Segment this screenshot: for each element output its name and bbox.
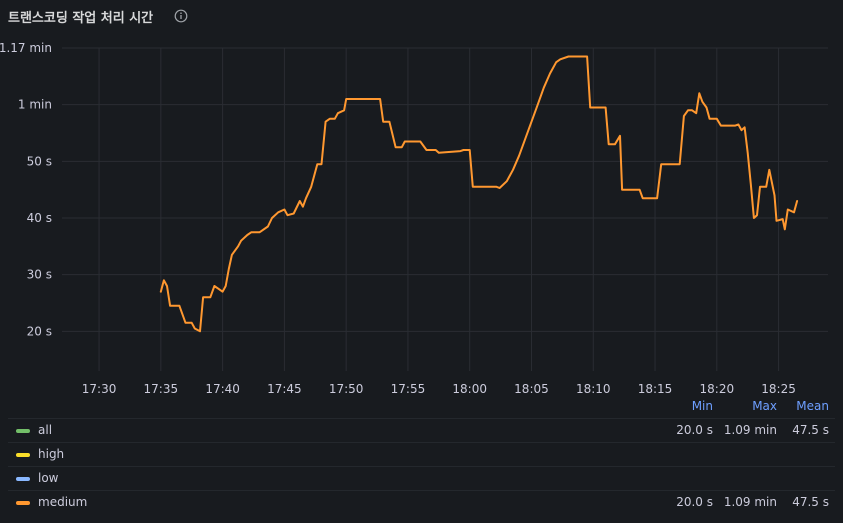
legend-min-medium: 20.0 s [676, 495, 713, 509]
legend-table: Min Max Mean all 20.0 s 1.09 min 47.5 s … [8, 396, 835, 514]
x-tick-label: 17:30 [82, 382, 117, 396]
legend-label-medium[interactable]: medium [38, 495, 88, 509]
info-icon[interactable] [173, 8, 189, 24]
legend-swatch-low [16, 477, 30, 481]
y-tick-label: 50 s [27, 154, 52, 168]
panel-title: 트랜스코딩 작업 처리 시간 [8, 10, 154, 26]
legend-max-medium: 1.09 min [723, 495, 777, 509]
x-tick-label: 17:40 [205, 382, 240, 396]
y-tick-label: 1 min [18, 98, 52, 112]
x-tick-label: 18:20 [700, 382, 735, 396]
legend-swatch-all [16, 429, 30, 433]
x-tick-label: 18:05 [514, 382, 549, 396]
y-tick-label: 30 s [27, 268, 52, 282]
legend-label-high[interactable]: high [38, 447, 65, 461]
legend-header-min[interactable]: Min [691, 399, 713, 413]
x-tick-label: 18:10 [576, 382, 611, 396]
legend-mean-medium: 47.5 s [792, 495, 829, 509]
legend-label-all[interactable]: all [38, 423, 53, 437]
series-line-medium [159, 55, 799, 333]
x-tick-label: 17:55 [391, 382, 426, 396]
legend-mean-all: 47.5 s [792, 423, 829, 437]
y-tick-label: 20 s [27, 324, 52, 338]
legend-label-low[interactable]: low [38, 471, 59, 485]
legend-row-all[interactable]: all 20.0 s 1.09 min 47.5 s [8, 418, 835, 442]
legend-swatch-medium [16, 501, 30, 505]
x-tick-label: 18:25 [761, 382, 796, 396]
legend-min-all: 20.0 s [676, 423, 713, 437]
x-tick-label: 18:00 [452, 382, 487, 396]
legend-swatch-high [16, 453, 30, 457]
x-tick-label: 17:50 [329, 382, 364, 396]
chart-plot-area[interactable]: 17:30 17:35 17:40 17:45 17:50 17:55 18:00 18:05… [0, 0, 843, 400]
legend-row-low[interactable]: low [8, 466, 835, 490]
x-tick-label: 17:35 [144, 382, 179, 396]
legend-row-medium[interactable]: medium 20.0 s 1.09 min 47.5 s [8, 490, 835, 514]
x-tick-label: 17:45 [267, 382, 302, 396]
legend-header-max[interactable]: Max [752, 399, 777, 413]
panel-header: 트랜스코딩 작업 처리 시간 [8, 6, 189, 26]
legend-header: Min Max Mean [8, 396, 835, 418]
legend-row-high[interactable]: high [8, 442, 835, 466]
legend-header-mean[interactable]: Mean [796, 399, 829, 413]
x-tick-label: 18:15 [638, 382, 673, 396]
y-tick-label: 1.17 min [0, 41, 52, 55]
y-tick-label: 40 s [27, 211, 52, 225]
legend-max-all: 1.09 min [723, 423, 777, 437]
